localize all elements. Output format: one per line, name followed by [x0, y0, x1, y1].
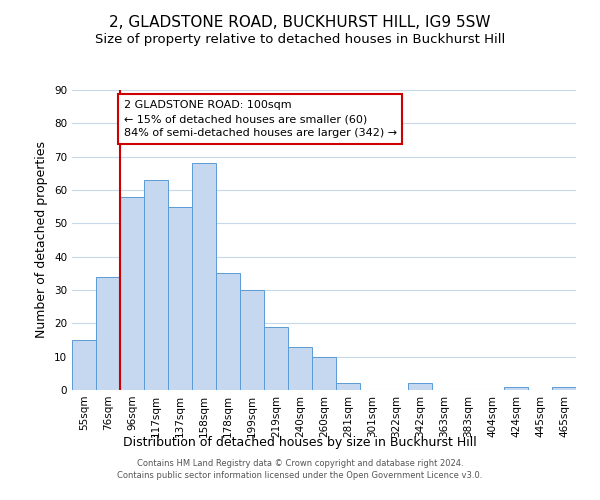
Bar: [96, 276, 120, 390]
Bar: [552, 386, 576, 390]
Text: 2, GLADSTONE ROAD, BUCKHURST HILL, IG9 5SW: 2, GLADSTONE ROAD, BUCKHURST HILL, IG9 5…: [109, 15, 491, 30]
Text: Contains HM Land Registry data © Crown copyright and database right 2024.
Contai: Contains HM Land Registry data © Crown c…: [118, 458, 482, 480]
Bar: [168, 206, 192, 390]
Bar: [504, 386, 528, 390]
Bar: [120, 196, 144, 390]
Text: 2 GLADSTONE ROAD: 100sqm
← 15% of detached houses are smaller (60)
84% of semi-d: 2 GLADSTONE ROAD: 100sqm ← 15% of detach…: [124, 100, 397, 138]
Bar: [72, 340, 96, 390]
Y-axis label: Number of detached properties: Number of detached properties: [35, 142, 49, 338]
Text: Size of property relative to detached houses in Buckhurst Hill: Size of property relative to detached ho…: [95, 32, 505, 46]
Bar: [312, 356, 336, 390]
Bar: [192, 164, 216, 390]
Bar: [288, 346, 312, 390]
Bar: [408, 384, 432, 390]
Bar: [216, 274, 240, 390]
Bar: [264, 326, 288, 390]
Bar: [336, 384, 360, 390]
Bar: [240, 290, 264, 390]
Text: Distribution of detached houses by size in Buckhurst Hill: Distribution of detached houses by size …: [123, 436, 477, 449]
Bar: [144, 180, 168, 390]
